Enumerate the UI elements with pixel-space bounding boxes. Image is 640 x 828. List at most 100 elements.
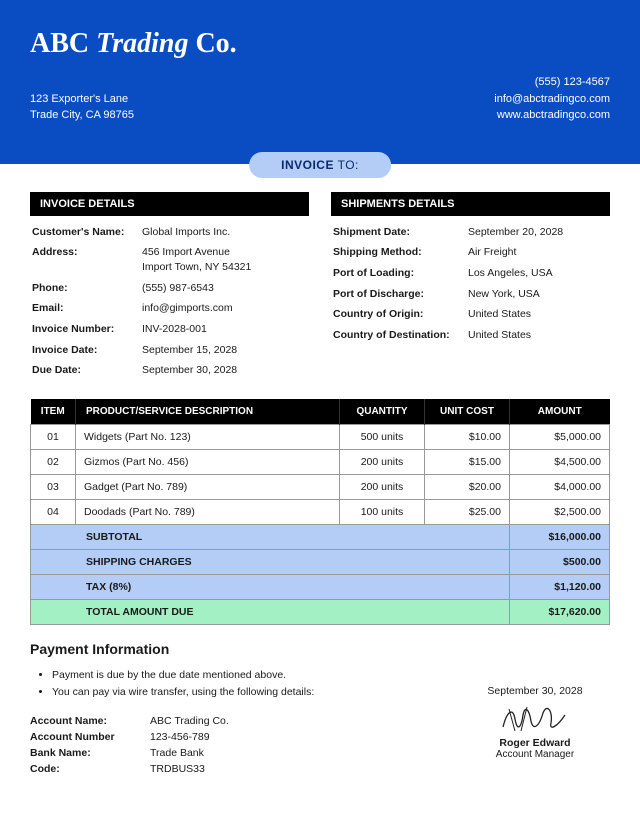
signature-title: Account Manager: [460, 749, 610, 760]
company-contact: (555) 123-4567 info@abctradingco.com www…: [494, 74, 610, 124]
item-desc: Gizmos (Part No. 456): [76, 450, 340, 475]
company-email: info@abctradingco.com: [494, 91, 610, 108]
customer-email: info@gimports.com: [142, 301, 309, 316]
port-discharge: New York, USA: [468, 287, 610, 302]
bank-code: TRDBUS33: [150, 763, 205, 775]
total-row: TOTAL AMOUNT DUE $17,620.00: [31, 600, 610, 625]
invoice-to-pill: INVOICE TO:: [249, 152, 391, 178]
item-cost: $15.00: [425, 450, 510, 475]
item-num: 02: [31, 450, 76, 475]
shipping-method-label: Shipping Method:: [333, 245, 468, 260]
table-row: 04Doodads (Part No. 789)100 units$25.00$…: [31, 500, 610, 525]
shipment-date: September 20, 2028: [468, 225, 610, 240]
phone-label: Phone:: [32, 281, 142, 296]
company-co: Co.: [188, 28, 236, 59]
country-origin-label: Country of Origin:: [333, 307, 468, 322]
payment-section: Payment Information Payment is due by th…: [30, 641, 610, 777]
company-website: www.abctradingco.com: [494, 107, 610, 124]
company-name: ABC Trading Co.: [30, 28, 610, 60]
account-number-label: Account Number: [30, 731, 150, 743]
shipment-details-heading: SHIPMENTS DETAILS: [331, 192, 610, 216]
address-line1: 123 Exporter's Lane: [30, 91, 134, 108]
shipment-date-label: Shipment Date:: [333, 225, 468, 240]
email-label: Email:: [32, 301, 142, 316]
account-name-label: Account Name:: [30, 715, 150, 727]
item-num: 04: [31, 500, 76, 525]
invoice-number: INV-2028-001: [142, 322, 309, 337]
account-name: ABC Trading Co.: [150, 715, 229, 727]
item-cost: $20.00: [425, 475, 510, 500]
tax-label: TAX (8%): [31, 575, 510, 600]
customer-address: 456 Import AvenueImport Town, NY 54321: [142, 245, 309, 274]
col-desc: PRODUCT/SERVICE DESCRIPTION: [76, 399, 340, 425]
pill-invoice: INVOICE: [281, 158, 334, 172]
port-discharge-label: Port of Discharge:: [333, 287, 468, 302]
company-abc: ABC: [30, 28, 96, 59]
shipping-value: $500.00: [510, 550, 610, 575]
due-date-label: Due Date:: [32, 363, 142, 378]
subtotal-value: $16,000.00: [510, 525, 610, 550]
tax-row: TAX (8%) $1,120.00: [31, 575, 610, 600]
shipping-method: Air Freight: [468, 245, 610, 260]
due-date: September 30, 2028: [142, 363, 309, 378]
item-desc: Widgets (Part No. 123): [76, 425, 340, 450]
item-qty: 200 units: [340, 475, 425, 500]
bank-code-label: Code:: [30, 763, 150, 775]
col-item: ITEM: [31, 399, 76, 425]
item-qty: 500 units: [340, 425, 425, 450]
items-table: ITEM PRODUCT/SERVICE DESCRIPTION QUANTIT…: [30, 399, 610, 625]
item-desc: Gadget (Part No. 789): [76, 475, 340, 500]
item-qty: 100 units: [340, 500, 425, 525]
country-destination: United States: [468, 328, 610, 343]
item-desc: Doodads (Part No. 789): [76, 500, 340, 525]
address-line2: Trade City, CA 98765: [30, 107, 134, 124]
total-value: $17,620.00: [510, 600, 610, 625]
table-row: 02Gizmos (Part No. 456)200 units$15.00$4…: [31, 450, 610, 475]
country-destination-label: Country of Destination:: [333, 328, 468, 343]
payment-note-1: Payment is due by the due date mentioned…: [52, 667, 610, 684]
customer-name: Global Imports Inc.: [142, 225, 309, 240]
shipping-label: SHIPPING CHARGES: [31, 550, 510, 575]
company-phone: (555) 123-4567: [494, 74, 610, 91]
item-amount: $4,500.00: [510, 450, 610, 475]
item-cost: $10.00: [425, 425, 510, 450]
invoice-details-section: INVOICE DETAILS Customer's Name:Global I…: [30, 192, 309, 382]
item-num: 01: [31, 425, 76, 450]
invoice-number-label: Invoice Number:: [32, 322, 142, 337]
total-label: TOTAL AMOUNT DUE: [31, 600, 510, 625]
port-loading: Los Angeles, USA: [468, 266, 610, 281]
address-label: Address:: [32, 245, 142, 274]
subtotal-row: SUBTOTAL $16,000.00: [31, 525, 610, 550]
customer-name-label: Customer's Name:: [32, 225, 142, 240]
company-address: 123 Exporter's Lane Trade City, CA 98765: [30, 91, 134, 124]
col-amount: AMOUNT: [510, 399, 610, 425]
item-amount: $5,000.00: [510, 425, 610, 450]
account-number: 123-456-789: [150, 731, 210, 743]
shipping-row: SHIPPING CHARGES $500.00: [31, 550, 610, 575]
payment-title: Payment Information: [30, 641, 610, 657]
port-loading-label: Port of Loading:: [333, 266, 468, 281]
signature-date: September 30, 2028: [460, 685, 610, 697]
bank-name-label: Bank Name:: [30, 747, 150, 759]
tax-value: $1,120.00: [510, 575, 610, 600]
invoice-date-label: Invoice Date:: [32, 343, 142, 358]
item-qty: 200 units: [340, 450, 425, 475]
item-cost: $25.00: [425, 500, 510, 525]
col-qty: QUANTITY: [340, 399, 425, 425]
col-cost: UNIT COST: [425, 399, 510, 425]
signature-name: Roger Edward: [460, 737, 610, 749]
bank-name: Trade Bank: [150, 747, 204, 759]
company-trading: Trading: [96, 28, 188, 59]
item-amount: $4,000.00: [510, 475, 610, 500]
subtotal-label: SUBTOTAL: [31, 525, 510, 550]
pill-to: TO:: [334, 158, 359, 172]
country-origin: United States: [468, 307, 610, 322]
item-amount: $2,500.00: [510, 500, 610, 525]
invoice-details-heading: INVOICE DETAILS: [30, 192, 309, 216]
signature-block: September 30, 2028 Roger Edward Account …: [460, 685, 610, 760]
invoice-header: ABC Trading Co. 123 Exporter's Lane Trad…: [0, 0, 640, 164]
item-num: 03: [31, 475, 76, 500]
table-row: 03Gadget (Part No. 789)200 units$20.00$4…: [31, 475, 610, 500]
signature-icon: [495, 701, 575, 735]
customer-phone: (555) 987-6543: [142, 281, 309, 296]
